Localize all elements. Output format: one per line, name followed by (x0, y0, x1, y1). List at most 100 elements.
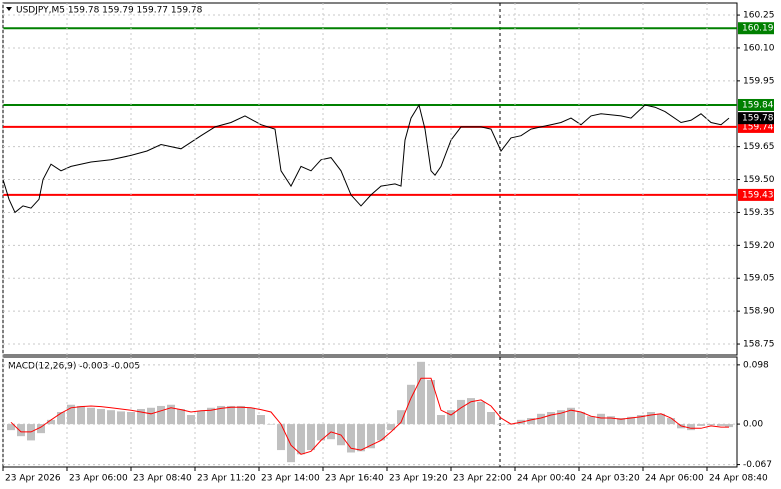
histogram-bar (167, 404, 175, 425)
histogram-bar (387, 424, 395, 431)
price-label: 159.78 (742, 114, 774, 124)
histogram-bar (547, 412, 555, 425)
histogram-bar (307, 424, 315, 451)
y-tick-label: 159.35 (743, 208, 775, 218)
histogram-bar (47, 419, 55, 425)
histogram-bar (197, 410, 205, 425)
histogram-bar (477, 401, 485, 425)
histogram-bar (77, 405, 85, 425)
x-tick-label: 23 Apr 2026 (5, 474, 61, 484)
histogram-bar (67, 404, 75, 425)
histogram-bar (157, 405, 165, 425)
histogram-bar (717, 424, 725, 426)
x-tick-label: 24 Apr 06:00 (645, 474, 704, 484)
histogram-bar (57, 412, 65, 425)
histogram-bar (237, 405, 245, 425)
histogram-bar (627, 416, 635, 425)
price-line (2, 103, 730, 214)
y-tick-label: -0.067 (743, 460, 772, 470)
histogram-bar (227, 405, 235, 425)
histogram-bar (607, 416, 615, 425)
y-tick-label: 159.95 (743, 76, 775, 86)
level-label: 159.43 (742, 190, 774, 200)
menu-triangle (6, 7, 12, 11)
x-tick-label: 24 Apr 00:40 (517, 474, 576, 484)
histogram-bar (217, 405, 225, 425)
x-tick-label: 24 Apr 08:40 (709, 474, 768, 484)
histogram-bar (187, 415, 195, 425)
histogram-bar (467, 398, 475, 425)
histogram-bar (117, 411, 125, 425)
histogram-bar (97, 408, 105, 425)
histogram-bar (137, 408, 145, 425)
level-label-box (738, 188, 774, 201)
histogram-bar (247, 407, 255, 425)
y-tick-label: 159.05 (743, 274, 775, 284)
histogram-bar (417, 361, 425, 425)
histogram-bar (377, 424, 385, 441)
histogram-bar (725, 424, 733, 428)
histogram-bar (107, 410, 115, 425)
level-label-box (738, 98, 774, 111)
histogram-bar (37, 424, 45, 434)
x-tick-label: 23 Apr 06:00 (69, 474, 128, 484)
y-tick-label: 159.65 (743, 142, 775, 152)
histogram-bar (267, 424, 275, 425)
level-label: 160.19 (742, 24, 774, 34)
histogram-bar (647, 412, 655, 425)
macd-title: MACD(12,26,9) -0.003 -0.005 (8, 362, 140, 372)
histogram-bar (17, 424, 25, 437)
histogram-bar (87, 407, 95, 425)
x-tick-label: 23 Apr 08:40 (133, 474, 192, 484)
x-tick-label: 23 Apr 19:20 (389, 474, 448, 484)
y-tick-label: 0.098 (743, 360, 769, 370)
level-label-box (738, 22, 774, 35)
histogram-bar (277, 424, 285, 451)
level-label: 159.74 (742, 122, 774, 132)
main-panel (2, 2, 738, 356)
histogram-bar (687, 424, 695, 431)
x-tick-label: 23 Apr 14:00 (261, 474, 320, 484)
histogram-bar (427, 379, 435, 425)
histogram-bar (297, 424, 305, 455)
y-tick-label: 159.50 (743, 175, 775, 185)
chart-title: USDJPY,M5 159.78 159.79 159.77 159.78 (16, 6, 203, 16)
histogram-bar (317, 424, 325, 441)
histogram-bar (347, 424, 355, 453)
histogram-bar (587, 416, 595, 425)
histogram-bar (597, 413, 605, 425)
histogram-bar (617, 418, 625, 425)
x-tick-label: 23 Apr 16:40 (325, 474, 384, 484)
y-tick-label: 158.75 (743, 340, 775, 350)
histogram-bar (577, 412, 585, 425)
price-label-box (738, 112, 774, 125)
histogram-bar (537, 413, 545, 425)
histogram-bar (407, 384, 415, 425)
y-tick-label: 158.90 (743, 307, 775, 317)
x-tick-label: 23 Apr 11:20 (197, 474, 256, 484)
histogram-bar (437, 415, 445, 425)
histogram-bar (367, 424, 375, 449)
histogram-bar (447, 410, 455, 425)
y-tick-label: 0.00 (743, 420, 763, 430)
histogram-bar (457, 399, 465, 425)
histogram-bar (127, 412, 135, 425)
y-tick-label: 159.20 (743, 241, 775, 251)
histogram-bar (567, 407, 575, 425)
histogram-bar (557, 410, 565, 425)
histogram-bar (657, 413, 665, 425)
histogram-bar (697, 424, 705, 426)
histogram-bar (177, 408, 185, 425)
histogram-bar (497, 424, 505, 425)
x-tick-label: 24 Apr 03:20 (581, 474, 640, 484)
histogram-bar (287, 424, 295, 463)
signal-line (10, 377, 729, 455)
histogram-bar (207, 407, 215, 425)
histogram-bar (527, 418, 535, 425)
histogram-bar (257, 415, 265, 425)
histogram-bar (357, 424, 365, 452)
histogram-bar (7, 424, 15, 431)
histogram-bar (637, 415, 645, 425)
x-tick-label: 23 Apr 22:00 (453, 474, 512, 484)
